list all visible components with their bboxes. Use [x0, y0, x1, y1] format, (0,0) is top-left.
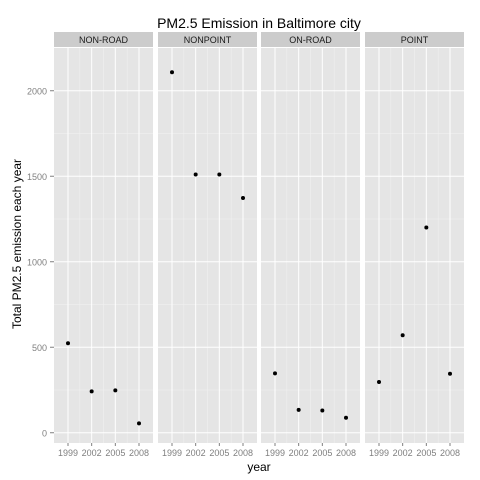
x-tick-label: 2008 — [336, 448, 356, 458]
x-tick-label: 1999 — [369, 448, 389, 458]
x-tick-label: 1999 — [162, 448, 182, 458]
x-tick-label: 2005 — [209, 448, 229, 458]
data-point — [113, 388, 118, 393]
facet-strip — [54, 32, 153, 47]
y-tick-label: 2000 — [27, 87, 47, 97]
data-point — [66, 341, 70, 346]
data-point — [448, 371, 452, 376]
data-point — [170, 70, 174, 75]
x-tick-label: 2002 — [186, 448, 206, 458]
x-tick-label: 2002 — [289, 448, 309, 458]
data-point — [320, 408, 325, 413]
y-tick-label: 0 — [42, 429, 47, 439]
data-point — [193, 172, 198, 177]
x-tick-label: 2008 — [233, 448, 253, 458]
y-tick-label: 500 — [32, 343, 47, 353]
data-point — [217, 172, 222, 177]
facet-strip — [261, 32, 360, 47]
data-point — [424, 225, 429, 230]
y-tick-label: 1500 — [27, 172, 47, 182]
chart-title: PM2.5 Emission in Baltimore city — [157, 15, 361, 31]
facet-strip-label: ON-ROAD — [289, 35, 332, 45]
y-tick-label: 1000 — [27, 258, 47, 268]
x-tick-label: 2002 — [393, 448, 413, 458]
data-point — [344, 415, 348, 420]
facet-strip-label: NON-ROAD — [79, 35, 128, 45]
x-tick-label: 2002 — [82, 448, 102, 458]
x-tick-label: 2005 — [416, 448, 436, 458]
facet-strip — [158, 32, 257, 47]
x-axis-label: year — [247, 460, 270, 474]
x-tick-label: 2005 — [105, 448, 125, 458]
data-point — [241, 195, 245, 200]
x-tick-label: 2005 — [312, 448, 332, 458]
data-point — [273, 371, 277, 376]
data-point — [137, 421, 141, 426]
data-point — [400, 333, 405, 338]
data-point — [89, 389, 94, 394]
data-point — [296, 407, 301, 412]
facet-strip — [365, 32, 464, 47]
x-tick-label: 1999 — [265, 448, 285, 458]
x-tick-label: 1999 — [58, 448, 78, 458]
x-tick-label: 2008 — [440, 448, 460, 458]
y-axis-label: Total PM2.5 emission each year — [10, 159, 24, 329]
x-tick-label: 2008 — [129, 448, 149, 458]
facet-strip-label: NONPOINT — [184, 35, 232, 45]
facet-strip-label: POINT — [401, 35, 429, 45]
data-point — [377, 379, 381, 384]
